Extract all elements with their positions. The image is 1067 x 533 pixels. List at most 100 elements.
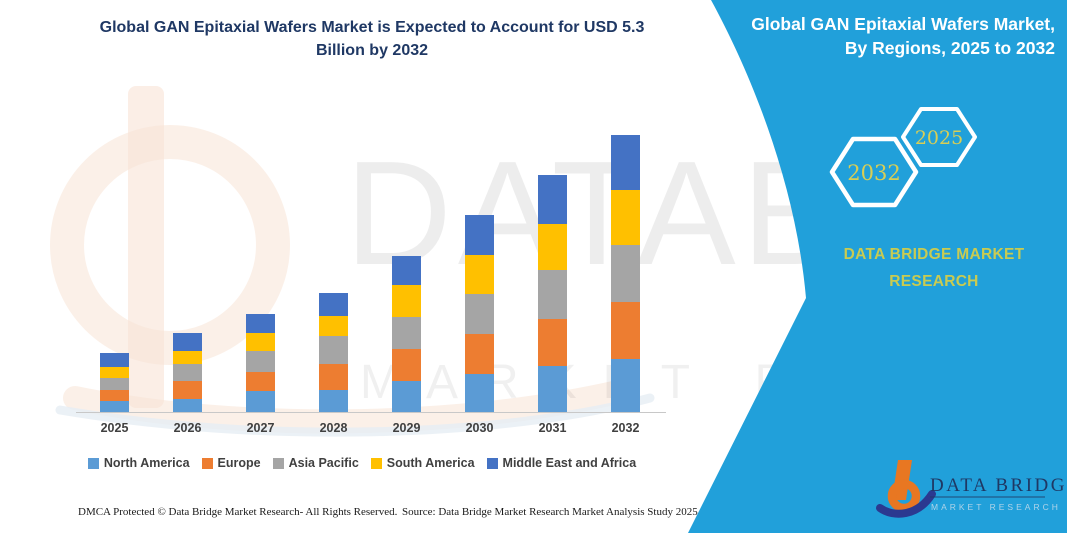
x-tick-2028: 2028 [319, 421, 348, 435]
x-tick-2030: 2030 [465, 421, 494, 435]
stacked-bar-2029 [392, 255, 421, 412]
legend-item-south-america: South America [370, 456, 475, 470]
bar-segment-2027-north-america [246, 391, 275, 412]
legend-swatch-icon [370, 457, 382, 469]
bar-segment-2030-middle-east-and-africa [465, 215, 494, 255]
bar-segment-2030-europe [465, 334, 494, 375]
bar-segment-2025-europe [100, 389, 129, 401]
bar-segment-2028-north-america [319, 389, 348, 412]
bar-segment-2030-asia-pacific [465, 293, 494, 335]
chart-title-line1: Global GAN Epitaxial Wafers Market is Ex… [99, 19, 645, 36]
bar-segment-2028-asia-pacific [319, 336, 348, 365]
bar-segment-2026-asia-pacific [173, 363, 202, 382]
bar-segment-2029-north-america [392, 381, 421, 412]
x-tick-2025: 2025 [100, 421, 129, 435]
stacked-bar-2030 [465, 215, 494, 412]
bar-segment-2027-south-america [246, 333, 275, 352]
x-axis-line [76, 412, 666, 413]
legend-item-europe: Europe [201, 456, 261, 470]
hexagon-large [829, 136, 919, 208]
logo-swoosh [876, 490, 936, 518]
legend-item-asia-pacific: Asia Pacific [272, 456, 359, 470]
bar-segment-2026-south-america [173, 350, 202, 364]
bar-segment-2029-asia-pacific [392, 317, 421, 350]
legend-label: Europe [217, 456, 261, 470]
bar-slot-2025 [78, 353, 151, 412]
bar-slot-2028 [297, 292, 370, 412]
bar-slot-2031 [516, 175, 589, 412]
bar-segment-2029-europe [392, 349, 421, 382]
bar-slot-2030 [443, 215, 516, 412]
hexagon-small-year: 2025 [915, 127, 963, 149]
bar-segment-2025-south-america [100, 366, 129, 378]
brand-text: DATA BRIDGE MARKET RESEARCH [825, 242, 1043, 295]
bar-slot-2026 [151, 333, 224, 412]
brand-text-line1: DATA BRIDGE MARKET [843, 246, 1025, 263]
logo-subtitle-text: MARKET RESEARCH [931, 502, 1061, 512]
chart-title-line2: Billion by 2032 [315, 42, 429, 60]
panel-title-line1: Global GAN Epitaxial Wafers Market, [751, 14, 1055, 34]
bar-slot-2027 [224, 314, 297, 412]
legend-label: Middle East and Africa [502, 456, 637, 470]
databridge-logo: DATA BRIDGE MARKET RESEARCH [876, 460, 1067, 518]
bar-segment-2032-north-america [611, 358, 640, 412]
footer-dmca-text: DMCA Protected © Data Bridge Market Rese… [78, 506, 398, 518]
legend-item-middle-east-and-africa: Middle East and Africa [486, 456, 637, 470]
legend-swatch-icon [272, 457, 284, 469]
panel-title-line2: By Regions, 2025 to 2032 [844, 38, 1055, 59]
bar-slot-2029 [370, 255, 443, 412]
x-axis-labels: 2025 2026 2027 2028 2029 2030 2031 2032 [78, 421, 662, 435]
bar-segment-2032-south-america [611, 189, 640, 245]
bar-segment-2028-europe [319, 364, 348, 390]
stacked-bar-2025 [100, 353, 129, 412]
bar-segment-2029-south-america [392, 285, 421, 318]
bar-segment-2025-middle-east-and-africa [100, 353, 129, 367]
stacked-bar-2026 [173, 333, 202, 412]
bar-segment-2025-north-america [100, 401, 129, 412]
bar-segment-2031-europe [538, 319, 567, 366]
bar-segment-2032-middle-east-and-africa [611, 134, 640, 190]
bar-segment-2025-asia-pacific [100, 378, 129, 390]
legend-swatch-icon [201, 457, 213, 469]
bar-segment-2030-south-america [465, 254, 494, 294]
brand-text-line2: RESEARCH [889, 272, 979, 290]
bar-segment-2028-south-america [319, 316, 348, 337]
x-tick-2027: 2027 [246, 421, 275, 435]
hexagon-small [901, 107, 977, 167]
x-tick-2032: 2032 [611, 421, 640, 435]
bar-segment-2031-north-america [538, 365, 567, 412]
bar-segment-2030-north-america [465, 374, 494, 412]
bar-segment-2032-europe [611, 301, 640, 359]
bar-segment-2031-south-america [538, 223, 567, 271]
legend: North America Europe Asia Pacific South Ame… [40, 456, 684, 470]
x-tick-2031: 2031 [538, 421, 567, 435]
stacked-bar-2031 [538, 175, 567, 412]
bar-segment-2031-middle-east-and-africa [538, 175, 567, 224]
bars [78, 118, 662, 412]
bar-segment-2026-europe [173, 381, 202, 399]
bar-segment-2028-middle-east-and-africa [319, 292, 348, 317]
bar-segment-2031-asia-pacific [538, 270, 567, 319]
x-tick-2026: 2026 [173, 421, 202, 435]
bar-segment-2029-middle-east-and-africa [392, 255, 421, 286]
stacked-bar-2028 [319, 292, 348, 412]
legend-item-north-america: North America [87, 456, 190, 470]
chart-title: Global GAN Epitaxial Wafers Market is Ex… [62, 16, 682, 62]
bar-segment-2027-middle-east-and-africa [246, 314, 275, 334]
panel-title: Global GAN Epitaxial Wafers Market, By R… [707, 12, 1055, 60]
bar-segment-2026-north-america [173, 398, 202, 412]
logo-title-text: DATA BRIDGE [930, 475, 1067, 496]
hexagon-badges [829, 107, 977, 208]
legend-label: North America [103, 456, 190, 470]
bar-slot-2032 [589, 134, 662, 412]
x-tick-2029: 2029 [392, 421, 421, 435]
bar-segment-2027-europe [246, 372, 275, 392]
bar-segment-2032-asia-pacific [611, 244, 640, 302]
hexagon-large-year: 2032 [847, 161, 900, 185]
legend-swatch-icon [87, 457, 99, 469]
stacked-bar-2027 [246, 314, 275, 412]
footer-source-text: Source: Data Bridge Market Research Mark… [402, 506, 698, 518]
bar-segment-2026-middle-east-and-africa [173, 333, 202, 351]
